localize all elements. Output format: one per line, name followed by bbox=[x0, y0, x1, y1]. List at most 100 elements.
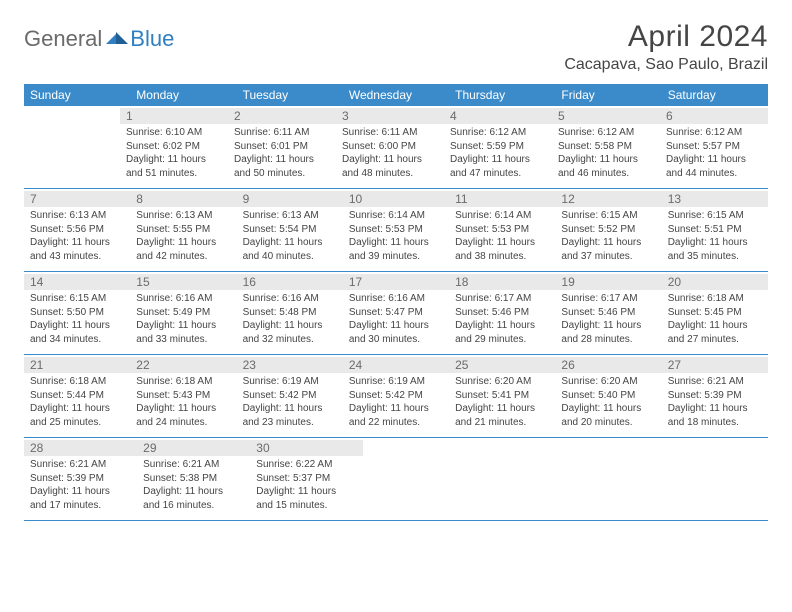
day-header-cell: Monday bbox=[130, 84, 236, 106]
day-number: 16 bbox=[237, 274, 343, 290]
day-detail-line: and 24 minutes. bbox=[136, 416, 230, 430]
day-detail-line: Sunset: 5:56 PM bbox=[30, 223, 124, 237]
day-cell: 6Sunrise: 6:12 AMSunset: 5:57 PMDaylight… bbox=[660, 106, 768, 188]
week-row: 1Sunrise: 6:10 AMSunset: 6:02 PMDaylight… bbox=[24, 106, 768, 189]
day-number: 18 bbox=[449, 274, 555, 290]
day-detail-line: Sunset: 5:50 PM bbox=[30, 306, 124, 320]
day-detail-line: Daylight: 11 hours bbox=[668, 236, 762, 250]
day-number: 15 bbox=[130, 274, 236, 290]
day-header-cell: Tuesday bbox=[237, 84, 343, 106]
day-detail-line: Daylight: 11 hours bbox=[30, 402, 124, 416]
day-detail-line: Daylight: 11 hours bbox=[558, 153, 654, 167]
day-detail-line: Sunset: 6:02 PM bbox=[126, 140, 222, 154]
day-detail-line: Daylight: 11 hours bbox=[349, 236, 443, 250]
day-detail-line: and 47 minutes. bbox=[450, 167, 546, 181]
day-detail-line: Sunrise: 6:13 AM bbox=[243, 209, 337, 223]
day-detail-line: and 25 minutes. bbox=[30, 416, 124, 430]
day-cell: 12Sunrise: 6:15 AMSunset: 5:52 PMDayligh… bbox=[555, 189, 661, 271]
day-header-cell: Wednesday bbox=[343, 84, 449, 106]
day-number: 4 bbox=[444, 108, 552, 124]
day-detail-line: Sunrise: 6:12 AM bbox=[450, 126, 546, 140]
day-detail-line: Sunrise: 6:16 AM bbox=[136, 292, 230, 306]
day-detail-line: Sunset: 5:37 PM bbox=[256, 472, 357, 486]
day-detail-line: Daylight: 11 hours bbox=[455, 402, 549, 416]
day-detail-line: Sunset: 5:54 PM bbox=[243, 223, 337, 237]
day-detail-line: Sunset: 5:48 PM bbox=[243, 306, 337, 320]
day-detail-line: Sunrise: 6:22 AM bbox=[256, 458, 357, 472]
day-detail-line: Sunrise: 6:17 AM bbox=[455, 292, 549, 306]
day-detail-line: Sunset: 5:45 PM bbox=[668, 306, 762, 320]
day-detail-line: Daylight: 11 hours bbox=[668, 402, 762, 416]
day-cell: 13Sunrise: 6:15 AMSunset: 5:51 PMDayligh… bbox=[662, 189, 768, 271]
day-detail-line: Sunrise: 6:16 AM bbox=[243, 292, 337, 306]
day-cell: 1Sunrise: 6:10 AMSunset: 6:02 PMDaylight… bbox=[120, 106, 228, 188]
brand-text-general: General bbox=[24, 26, 102, 52]
day-detail-line: and 28 minutes. bbox=[561, 333, 655, 347]
day-cell: 20Sunrise: 6:18 AMSunset: 5:45 PMDayligh… bbox=[662, 272, 768, 354]
day-number: 20 bbox=[662, 274, 768, 290]
day-detail-line: Sunset: 5:39 PM bbox=[30, 472, 131, 486]
day-detail-line: Sunrise: 6:13 AM bbox=[136, 209, 230, 223]
day-detail-line: and 29 minutes. bbox=[455, 333, 549, 347]
day-cell: 11Sunrise: 6:14 AMSunset: 5:53 PMDayligh… bbox=[449, 189, 555, 271]
day-detail-line: Daylight: 11 hours bbox=[136, 319, 230, 333]
day-detail-line: Sunset: 5:43 PM bbox=[136, 389, 230, 403]
day-header-cell: Saturday bbox=[662, 84, 768, 106]
day-detail-line: and 22 minutes. bbox=[349, 416, 443, 430]
empty-day-cell bbox=[363, 438, 464, 520]
day-cell: 26Sunrise: 6:20 AMSunset: 5:40 PMDayligh… bbox=[555, 355, 661, 437]
week-row: 14 Sunrise: 6:15 AMSunset: 5:50 PM Dayligh… bbox=[24, 272, 768, 355]
day-detail-line: Daylight: 11 hours bbox=[561, 402, 655, 416]
day-cell: 3Sunrise: 6:11 AMSunset: 6:00 PMDaylight… bbox=[336, 106, 444, 188]
day-detail-line: Sunset: 5:59 PM bbox=[450, 140, 546, 154]
day-cell: 4Sunrise: 6:12 AMSunset: 5:59 PMDaylight… bbox=[444, 106, 552, 188]
day-detail-line: and 46 minutes. bbox=[558, 167, 654, 181]
day-detail-line: Sunrise: 6:18 AM bbox=[30, 375, 124, 389]
day-number: 21 bbox=[24, 357, 130, 373]
day-detail-line: Sunset: 5:40 PM bbox=[561, 389, 655, 403]
day-detail-line: Daylight: 11 hours bbox=[234, 153, 330, 167]
day-detail-line: Sunset: 5:58 PM bbox=[558, 140, 654, 154]
day-detail-line: Daylight: 11 hours bbox=[455, 319, 549, 333]
day-cell: 19Sunrise: 6:17 AMSunset: 5:46 PMDayligh… bbox=[555, 272, 661, 354]
day-detail-line: and 15 minutes. bbox=[256, 499, 357, 513]
day-number: 25 bbox=[449, 357, 555, 373]
day-detail-line: and 16 minutes. bbox=[143, 499, 244, 513]
day-detail-line: Sunset: 6:01 PM bbox=[234, 140, 330, 154]
day-detail-line: Sunrise: 6:12 AM bbox=[666, 126, 762, 140]
location-text: Cacapava, Sao Paulo, Brazil bbox=[564, 56, 768, 74]
day-detail-line: Daylight: 11 hours bbox=[256, 485, 357, 499]
day-detail-line: and 44 minutes. bbox=[666, 167, 762, 181]
day-header-row: SundayMondayTuesdayWednesdayThursdayFrid… bbox=[24, 84, 768, 106]
day-number: 30 bbox=[250, 440, 363, 456]
day-detail-line: Sunset: 5:55 PM bbox=[136, 223, 230, 237]
day-detail-line: Sunset: 5:38 PM bbox=[143, 472, 244, 486]
day-cell: 27Sunrise: 6:21 AMSunset: 5:39 PMDayligh… bbox=[662, 355, 768, 437]
day-number: 1 bbox=[120, 108, 228, 124]
day-number: 11 bbox=[449, 191, 555, 207]
day-number: 27 bbox=[662, 357, 768, 373]
day-detail-line: Sunrise: 6:19 AM bbox=[243, 375, 337, 389]
day-detail-line: Sunset: 5:51 PM bbox=[668, 223, 762, 237]
day-number: 19 bbox=[555, 274, 661, 290]
day-detail-line: Sunrise: 6:11 AM bbox=[234, 126, 330, 140]
day-number: 13 bbox=[662, 191, 768, 207]
day-detail-line: Sunrise: 6:20 AM bbox=[561, 375, 655, 389]
day-detail-line: Sunset: 5:44 PM bbox=[30, 389, 124, 403]
day-detail-line: Sunrise: 6:15 AM bbox=[30, 292, 124, 306]
day-cell: 25Sunrise: 6:20 AMSunset: 5:41 PMDayligh… bbox=[449, 355, 555, 437]
day-number: 14 bbox=[24, 274, 130, 290]
day-cell: 15Sunrise: 6:16 AMSunset: 5:49 PMDayligh… bbox=[130, 272, 236, 354]
day-detail-line: and 30 minutes. bbox=[349, 333, 443, 347]
day-detail-line: Daylight: 11 hours bbox=[30, 236, 124, 250]
day-detail-line: Sunset: 5:42 PM bbox=[349, 389, 443, 403]
day-cell: 23Sunrise: 6:19 AMSunset: 5:42 PMDayligh… bbox=[237, 355, 343, 437]
empty-day-cell bbox=[465, 438, 566, 520]
day-detail-line: Sunset: 6:00 PM bbox=[342, 140, 438, 154]
day-cell: 22Sunrise: 6:18 AMSunset: 5:43 PMDayligh… bbox=[130, 355, 236, 437]
day-detail-line: Daylight: 11 hours bbox=[349, 402, 443, 416]
day-cell: 29Sunrise: 6:21 AMSunset: 5:38 PMDayligh… bbox=[137, 438, 250, 520]
day-detail-line: and 20 minutes. bbox=[561, 416, 655, 430]
day-header-cell: Thursday bbox=[449, 84, 555, 106]
day-cell: 14Sunrise: 6:15 AMSunset: 5:50 PMDayligh… bbox=[24, 272, 130, 354]
